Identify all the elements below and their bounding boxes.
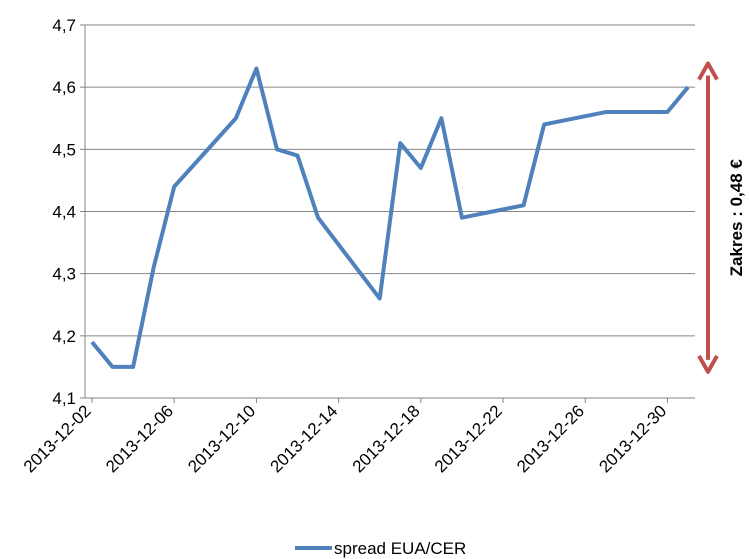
x-tick-label: 2013-12-06 xyxy=(102,401,177,476)
x-tick-label: 2013-12-10 xyxy=(184,401,259,476)
y-tick-label: 4,2 xyxy=(52,327,76,346)
y-tick-label: 4,5 xyxy=(52,140,76,159)
x-tick-label: 2013-12-18 xyxy=(349,401,424,476)
y-tick-label: 4,4 xyxy=(52,203,76,222)
x-tick-label: 2013-12-30 xyxy=(595,401,670,476)
x-tick-label: 2013-12-26 xyxy=(513,401,588,476)
x-tick-label: 2013-12-14 xyxy=(267,401,342,476)
y-tick-label: 4,6 xyxy=(52,78,76,97)
y-tick-label: 4,1 xyxy=(52,389,76,408)
y-tick-label: 4,7 xyxy=(52,16,76,35)
line-series xyxy=(90,66,690,369)
legend-label: spread EUA/CER xyxy=(334,539,466,558)
arrow-head xyxy=(697,61,719,81)
x-tick-label: 2013-12-22 xyxy=(431,401,506,476)
x-tick-label: 2013-12-02 xyxy=(20,401,95,476)
annotation: Zakres : 0,48 € xyxy=(727,159,746,277)
arrow-head xyxy=(697,354,719,374)
y-tick-label: 4,3 xyxy=(52,265,76,284)
